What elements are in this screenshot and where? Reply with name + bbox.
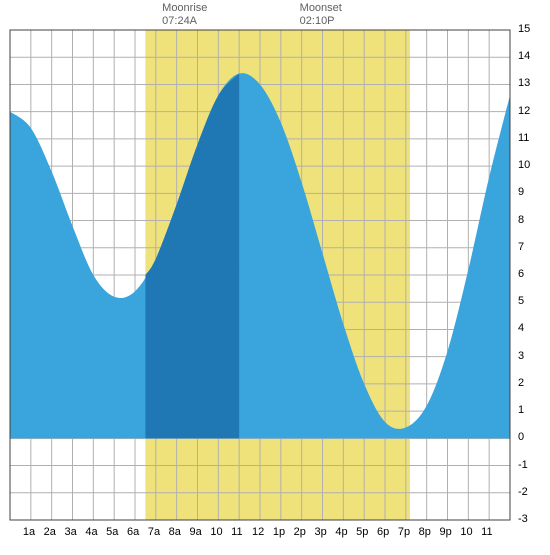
x-tick-label: 11 bbox=[231, 526, 242, 538]
x-tick-label: 10 bbox=[210, 526, 222, 538]
x-tick-label: 11 bbox=[481, 526, 492, 538]
x-tick-label: 9p bbox=[440, 526, 452, 538]
x-tick-label: 3p bbox=[315, 526, 327, 538]
x-tick-label: 3a bbox=[65, 526, 77, 538]
y-tick-label: 13 bbox=[518, 77, 530, 89]
y-tick-label: 2 bbox=[518, 377, 524, 389]
x-tick-label: 4a bbox=[85, 526, 97, 538]
y-tick-label: 14 bbox=[518, 50, 530, 62]
y-tick-label: -1 bbox=[518, 459, 528, 471]
y-tick-label: 6 bbox=[518, 268, 524, 280]
annotation-moonset: Moonset 02:10P bbox=[300, 2, 342, 28]
chart-canvas bbox=[0, 0, 550, 550]
y-tick-label: 8 bbox=[518, 214, 524, 226]
annotation-moonrise: Moonrise 07:24A bbox=[162, 2, 207, 28]
x-tick-label: 6a bbox=[127, 526, 139, 538]
y-tick-label: 3 bbox=[518, 350, 524, 362]
x-tick-label: 5a bbox=[106, 526, 118, 538]
y-tick-label: -3 bbox=[518, 513, 528, 525]
y-tick-label: 12 bbox=[518, 105, 530, 117]
x-tick-label: 1p bbox=[273, 526, 285, 538]
y-tick-label: 4 bbox=[518, 322, 524, 334]
x-tick-label: 2a bbox=[44, 526, 56, 538]
y-tick-label: 7 bbox=[518, 241, 524, 253]
x-tick-label: 4p bbox=[335, 526, 347, 538]
y-tick-label: 10 bbox=[518, 159, 530, 171]
x-tick-label: 8a bbox=[169, 526, 181, 538]
x-tick-label: 10 bbox=[460, 526, 472, 538]
tide-chart: 1a2a3a4a5a6a7a8a9a1011121p2p3p4p5p6p7p8p… bbox=[0, 0, 550, 550]
y-tick-label: 11 bbox=[518, 132, 529, 144]
y-tick-label: 5 bbox=[518, 295, 524, 307]
x-tick-label: 1a bbox=[23, 526, 35, 538]
x-tick-label: 7a bbox=[148, 526, 160, 538]
x-tick-label: 2p bbox=[294, 526, 306, 538]
y-tick-label: -2 bbox=[518, 486, 528, 498]
x-tick-label: 9a bbox=[190, 526, 202, 538]
x-tick-label: 7p bbox=[398, 526, 410, 538]
y-tick-label: 0 bbox=[518, 431, 524, 443]
x-tick-label: 5p bbox=[356, 526, 368, 538]
y-tick-label: 9 bbox=[518, 186, 524, 198]
x-tick-label: 12 bbox=[252, 526, 264, 538]
y-tick-label: 1 bbox=[518, 404, 524, 416]
x-tick-label: 8p bbox=[419, 526, 431, 538]
y-tick-label: 15 bbox=[518, 23, 530, 35]
x-tick-label: 6p bbox=[377, 526, 389, 538]
